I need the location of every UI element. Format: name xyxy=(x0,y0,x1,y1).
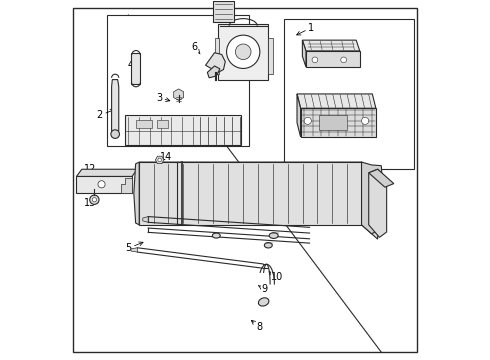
Text: 7: 7 xyxy=(342,107,352,117)
Circle shape xyxy=(90,195,99,204)
Text: 12: 12 xyxy=(84,164,98,176)
Polygon shape xyxy=(112,80,119,137)
Polygon shape xyxy=(368,169,394,187)
Circle shape xyxy=(158,158,161,162)
Ellipse shape xyxy=(265,243,272,248)
Text: 14: 14 xyxy=(160,152,172,162)
Text: 7: 7 xyxy=(318,53,327,63)
Circle shape xyxy=(235,44,251,60)
Polygon shape xyxy=(76,176,132,193)
Polygon shape xyxy=(300,108,376,137)
Circle shape xyxy=(312,57,318,63)
Circle shape xyxy=(304,117,311,125)
Polygon shape xyxy=(297,94,376,108)
Circle shape xyxy=(226,35,260,68)
Polygon shape xyxy=(213,1,234,22)
Polygon shape xyxy=(362,162,384,234)
Polygon shape xyxy=(207,66,220,78)
Text: 9: 9 xyxy=(259,284,268,294)
Polygon shape xyxy=(368,169,387,237)
Polygon shape xyxy=(125,116,242,145)
Circle shape xyxy=(362,117,368,125)
Polygon shape xyxy=(302,40,306,67)
Circle shape xyxy=(341,57,346,63)
Circle shape xyxy=(98,181,105,188)
Text: 5: 5 xyxy=(125,242,143,253)
Bar xyxy=(269,39,272,74)
Bar xyxy=(107,15,248,146)
Polygon shape xyxy=(143,217,148,222)
Bar xyxy=(157,120,168,128)
FancyBboxPatch shape xyxy=(218,24,269,80)
Text: 6: 6 xyxy=(192,42,200,54)
Text: 10: 10 xyxy=(269,272,283,282)
Bar xyxy=(136,120,152,128)
Ellipse shape xyxy=(212,233,220,238)
Polygon shape xyxy=(139,162,378,176)
Text: 1: 1 xyxy=(296,23,315,35)
Text: 8: 8 xyxy=(251,320,263,332)
Circle shape xyxy=(111,130,120,138)
Polygon shape xyxy=(131,248,137,252)
Text: 11: 11 xyxy=(360,197,373,210)
Polygon shape xyxy=(76,169,137,176)
Text: 2: 2 xyxy=(97,109,114,121)
Text: 3: 3 xyxy=(156,93,170,103)
Text: 4: 4 xyxy=(127,60,136,70)
Text: 13: 13 xyxy=(84,195,96,208)
Ellipse shape xyxy=(258,298,269,306)
Polygon shape xyxy=(302,40,360,51)
Polygon shape xyxy=(362,162,378,239)
Ellipse shape xyxy=(269,233,278,238)
Polygon shape xyxy=(306,51,360,67)
FancyBboxPatch shape xyxy=(131,53,140,84)
Bar xyxy=(318,116,347,130)
Bar xyxy=(215,39,219,74)
Polygon shape xyxy=(139,162,362,225)
Polygon shape xyxy=(134,162,139,225)
Polygon shape xyxy=(122,178,132,193)
Bar xyxy=(285,19,414,169)
Circle shape xyxy=(92,198,97,202)
Polygon shape xyxy=(205,53,225,72)
Polygon shape xyxy=(297,94,300,137)
